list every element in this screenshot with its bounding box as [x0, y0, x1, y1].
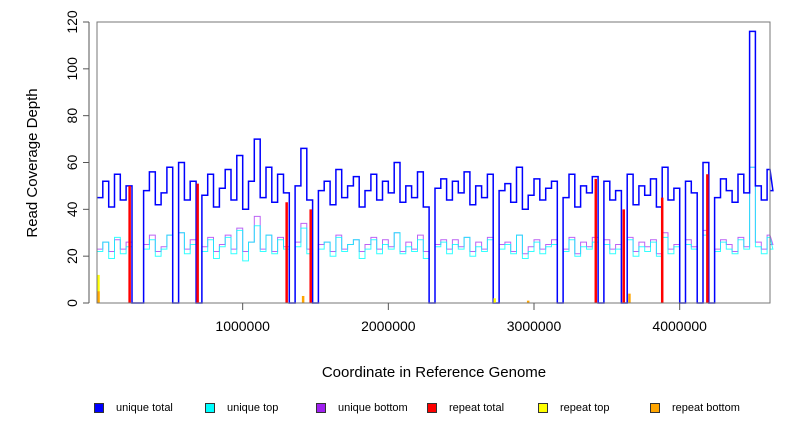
y-tick-label: 60: [64, 155, 80, 171]
legend-swatch: [316, 403, 326, 413]
legend-item-repeat-top: repeat top: [538, 402, 610, 414]
y-tick-label: 80: [64, 108, 80, 124]
x-axis-label: Coordinate in Reference Genome: [322, 364, 546, 381]
legend-swatch: [427, 403, 437, 413]
legend-label: repeat bottom: [672, 402, 740, 414]
x-tick-label: 4000000: [652, 318, 707, 334]
legend-label: repeat total: [449, 402, 505, 414]
y-axis: 0 20 40 60 80 100 120: [64, 10, 90, 307]
y-tick-label: 0: [64, 299, 80, 307]
legend-item-unique-top: unique top: [205, 402, 278, 414]
legend-swatch: [650, 403, 660, 413]
legend-label: unique bottom: [338, 402, 408, 414]
y-tick-label: 40: [64, 201, 80, 217]
y-tick-label: 100: [64, 57, 80, 81]
plot-frame: [96, 21, 771, 304]
x-tick-label: 1000000: [215, 318, 270, 334]
legend-swatch: [205, 403, 215, 413]
legend-swatch: [94, 403, 104, 413]
series-unique-top: [97, 166, 774, 304]
legend-item-unique-bottom: unique bottom: [316, 402, 408, 414]
y-tick-label: 120: [64, 10, 80, 34]
y-tick-label: 20: [64, 248, 80, 264]
legend-label: unique top: [227, 402, 279, 414]
coverage-chart: 0 20 40 60 80 100 120 1000000 2000000 3000000 400…: [24, 10, 774, 381]
y-axis-label: Read Coverage Depth: [24, 88, 41, 237]
legend: unique total unique top unique bottom re…: [0, 402, 792, 418]
legend-item-repeat-bottom: repeat bottom: [650, 402, 740, 414]
plot-area: [97, 30, 774, 304]
legend-item-repeat-total: repeat total: [427, 402, 504, 414]
legend-label: repeat top: [560, 402, 610, 414]
series-unique-total: [97, 30, 774, 304]
legend-swatch: [538, 403, 548, 413]
x-tick-label: 3000000: [507, 318, 562, 334]
legend-label: unique total: [116, 402, 173, 414]
legend-item-unique-total: unique total: [94, 402, 173, 414]
x-tick-label: 2000000: [361, 318, 416, 334]
x-axis: 1000000 2000000 3000000 4000000: [215, 303, 707, 334]
